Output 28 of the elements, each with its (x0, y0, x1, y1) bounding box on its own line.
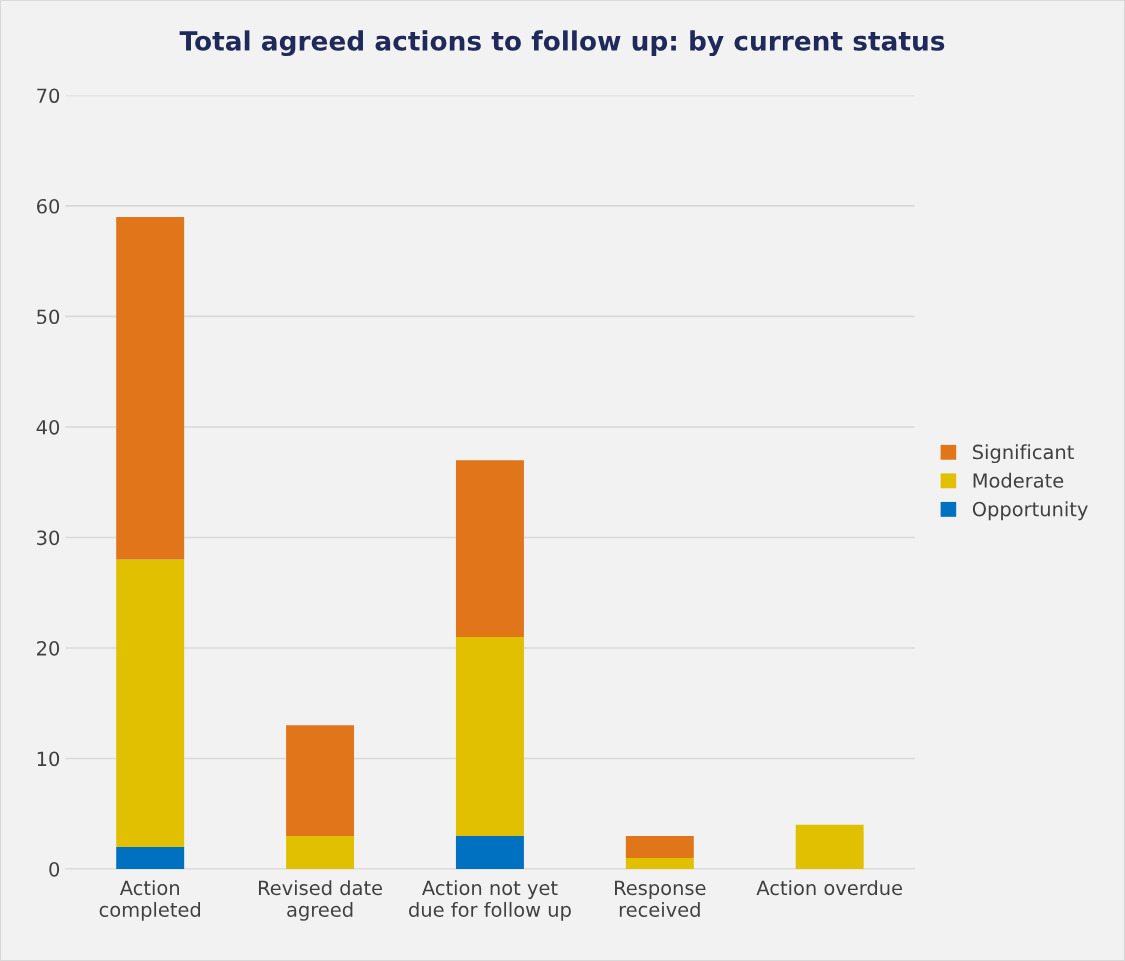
bar (286, 725, 355, 836)
y-tick-label: 30 (37, 530, 60, 546)
bar (116, 559, 185, 847)
legend-label: Moderate (973, 472, 1064, 488)
legend-label: Significant (973, 444, 1074, 464)
y-tick-label: 70 (37, 88, 60, 104)
y-tick-label: 50 (37, 309, 60, 325)
bar (625, 857, 694, 870)
bar (116, 846, 185, 870)
y-tick-label: 60 (37, 198, 60, 214)
y-tick-label: 10 (37, 751, 60, 767)
x-tick-label: Action not yet due for follow up (409, 880, 571, 921)
x-tick-label: Response received (615, 880, 706, 917)
bar (455, 636, 524, 836)
x-tick-label: Action overdue (756, 880, 903, 896)
bar (286, 835, 355, 870)
bar (795, 824, 864, 870)
bar (625, 835, 694, 858)
y-tick-label: 20 (37, 640, 60, 656)
x-tick-label: Revised date agreed (258, 880, 383, 921)
legend-label: Opportunity (972, 501, 1088, 521)
y-tick-label: 0 (49, 861, 60, 877)
bar (116, 216, 185, 560)
bar (455, 460, 524, 637)
y-tick-label: 40 (36, 419, 60, 435)
x-tick-label: Action completed (99, 880, 200, 921)
bar (455, 835, 524, 870)
chart-title: Total agreed actions to follow up: by current status (179, 30, 945, 57)
